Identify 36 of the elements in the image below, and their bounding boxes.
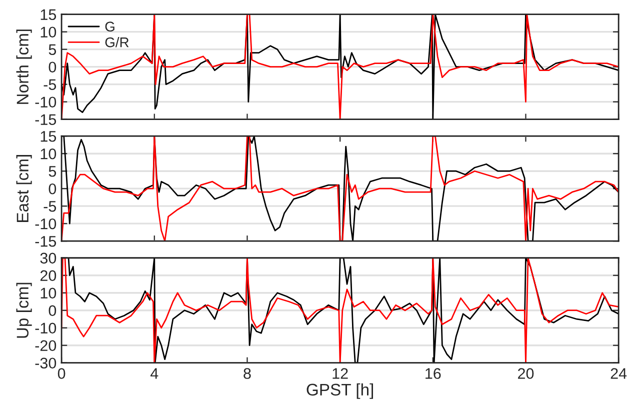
y-tick-label: 10: [40, 288, 56, 299]
y-tick-label: 0: [48, 183, 56, 194]
x-tick-label: 12: [332, 368, 348, 379]
y-axis-title: East [cm]: [16, 155, 32, 222]
y-tick-label: -5: [44, 79, 56, 90]
y-tick-label: 10: [40, 26, 56, 38]
y-tick-label: -10: [35, 322, 56, 334]
x-tick-label: 20: [518, 368, 534, 379]
legend-label: G/R: [105, 37, 129, 48]
y-tick-label: 15: [40, 9, 56, 20]
y-axis-title: Up [cm]: [16, 282, 32, 338]
x-axis-title: GPST [h]: [306, 383, 373, 399]
line-series: [62, 14, 619, 120]
legend-label: G: [105, 22, 114, 32]
y-tick-label: 20: [40, 270, 56, 282]
y-tick-label: -20: [35, 340, 56, 352]
x-tick-label: 8: [244, 368, 251, 379]
line-series: [62, 136, 619, 242]
y-tick-label: -10: [35, 96, 56, 108]
y-tick-label: -15: [35, 114, 56, 126]
y-tick-label: -10: [35, 218, 56, 230]
y-tick-label: 0: [48, 305, 56, 316]
x-tick-label: 16: [426, 368, 441, 379]
y-tick-label: 5: [48, 44, 56, 56]
y-tick-label: 15: [40, 131, 56, 142]
y-tick-label: -15: [35, 236, 56, 247]
x-tick-label: 0: [58, 368, 66, 379]
y-tick-label: 0: [48, 62, 56, 73]
y-tick-label: -30: [35, 358, 56, 369]
y-tick-label: -5: [44, 201, 56, 212]
y-axis-title: North [cm]: [16, 30, 32, 104]
y-tick-label: 30: [40, 252, 56, 264]
y-tick-label: 5: [48, 166, 56, 177]
x-tick-label: 4: [150, 368, 158, 379]
y-tick-label: 10: [40, 148, 56, 160]
x-tick-label: 24: [610, 368, 627, 379]
